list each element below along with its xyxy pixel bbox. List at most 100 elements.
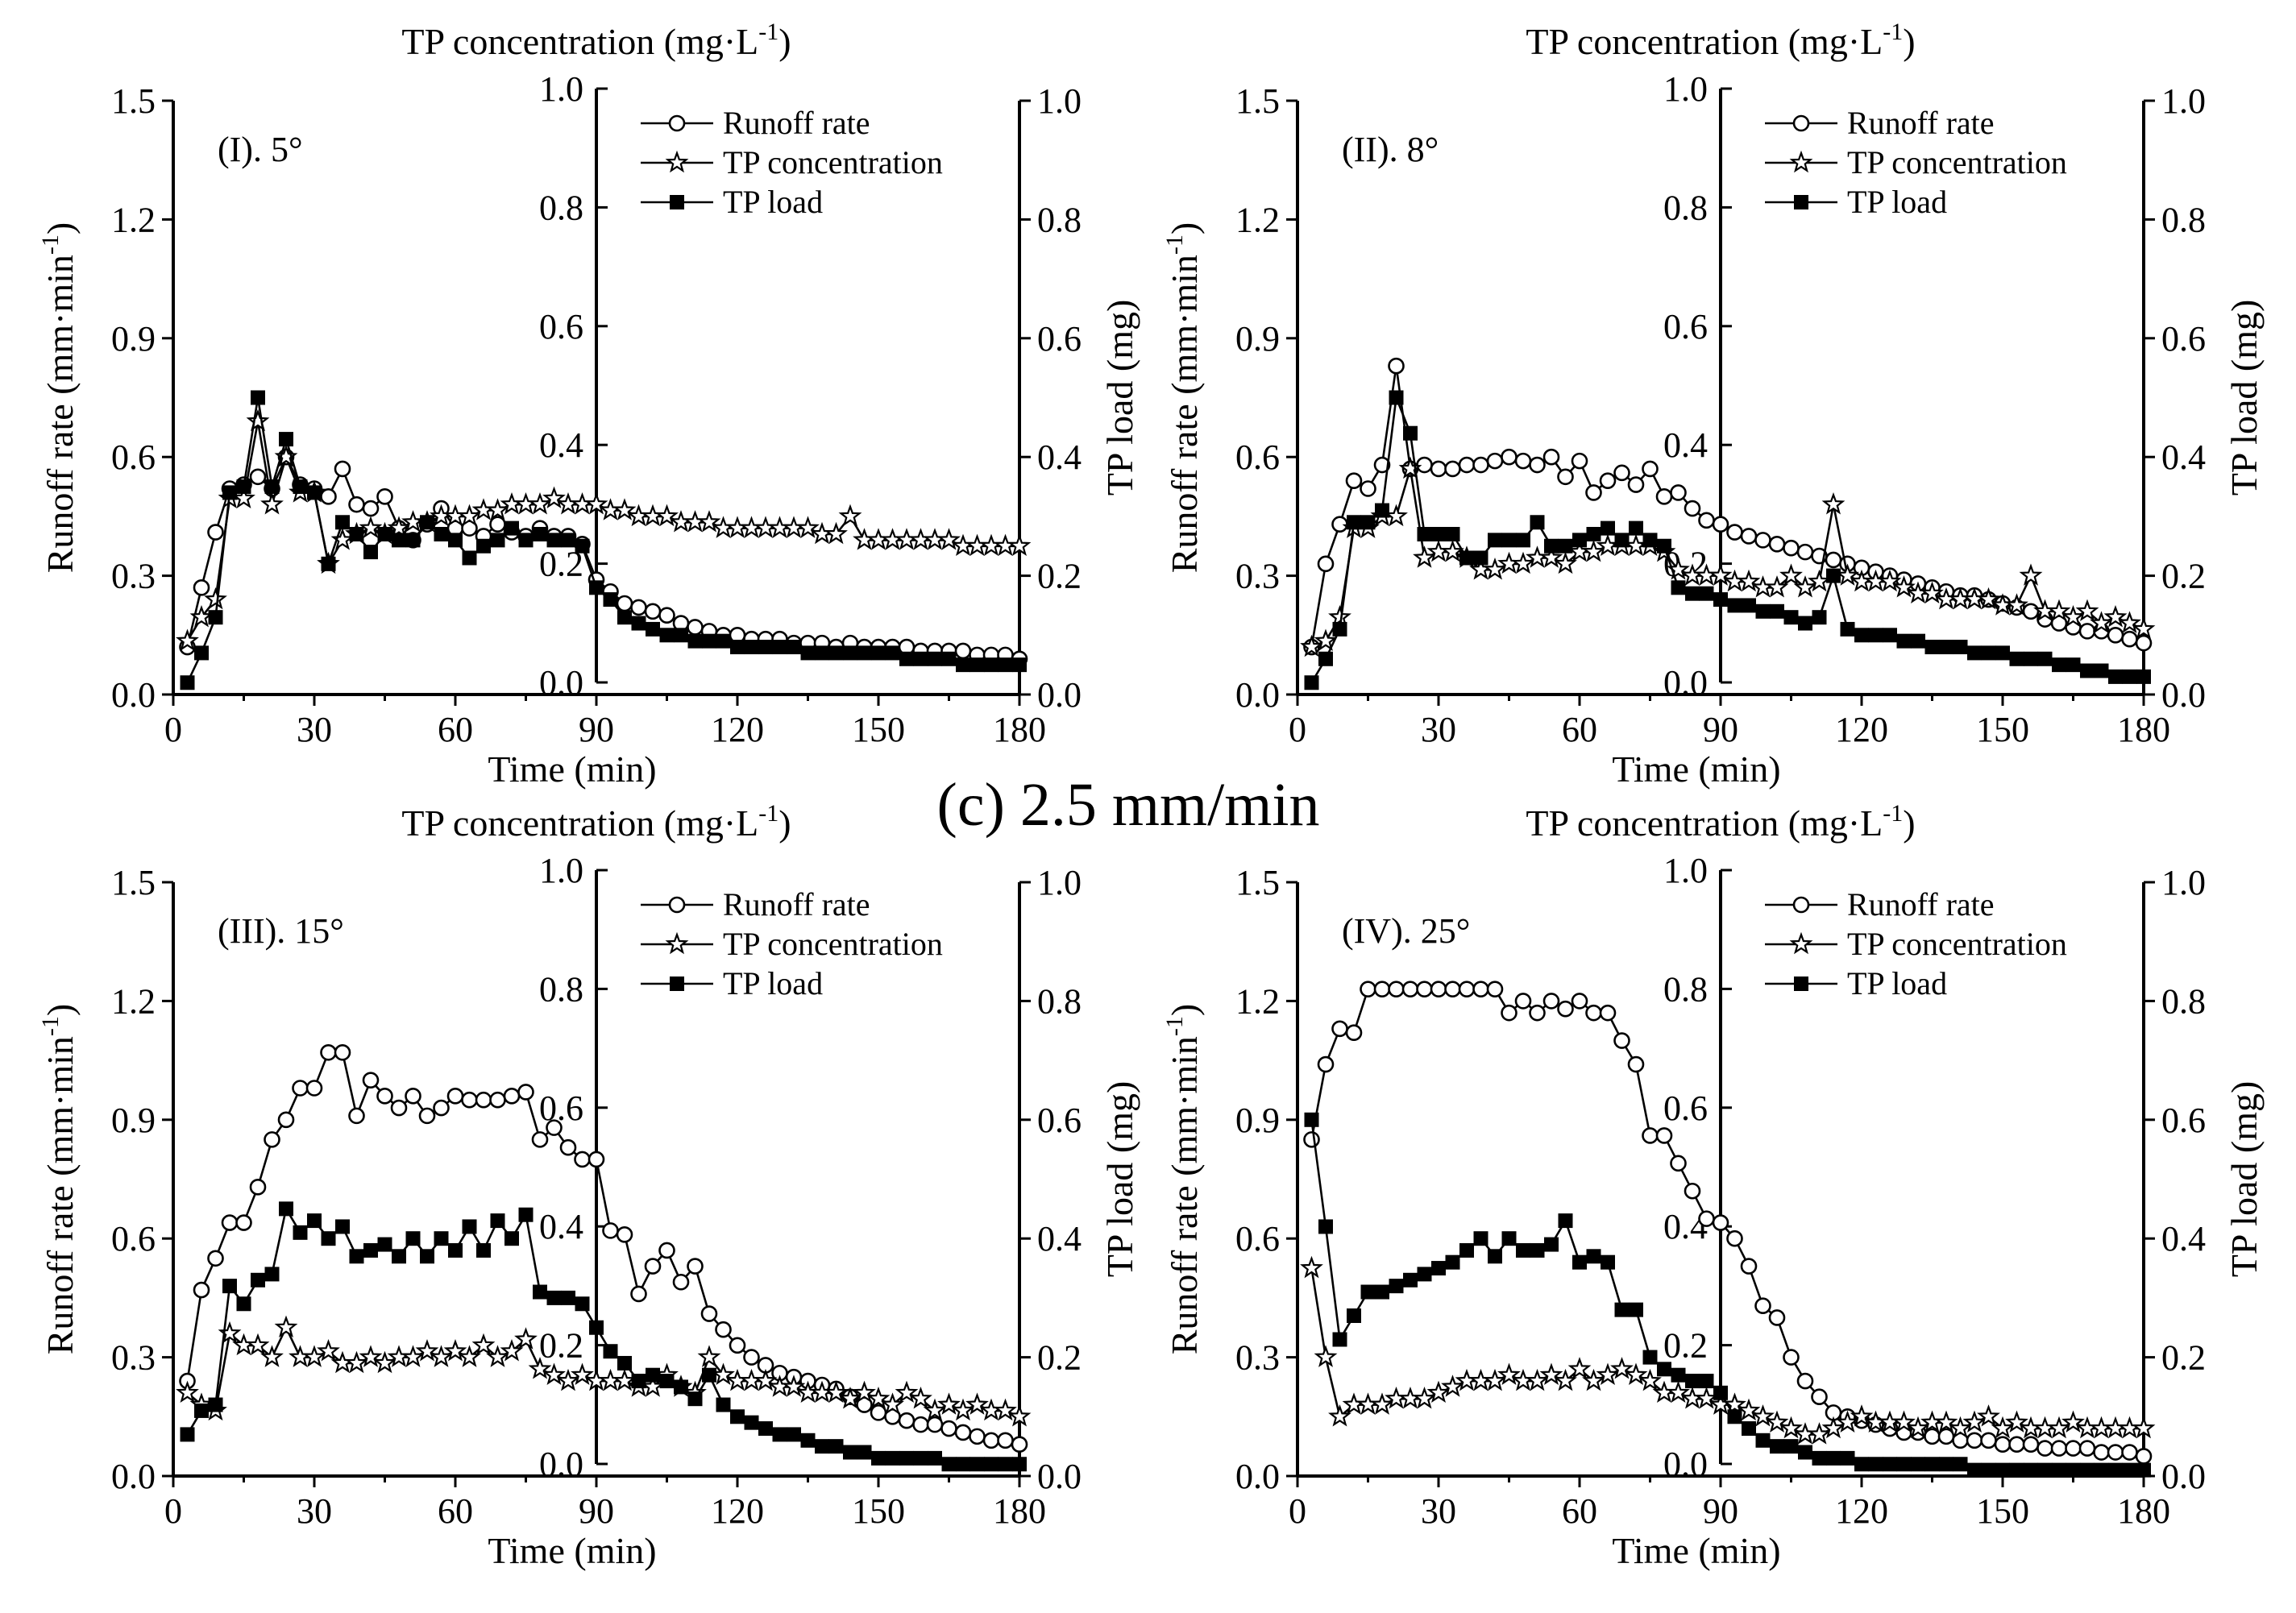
- data-point: [377, 527, 392, 542]
- data-point: [307, 1213, 322, 1229]
- data-point: [870, 1404, 887, 1421]
- data-point: [658, 1242, 675, 1259]
- data-point: [458, 504, 481, 527]
- data-point: [1599, 1004, 1617, 1022]
- x-axis-title: Time (min): [488, 748, 656, 790]
- data-point: [1488, 1249, 1502, 1264]
- left-y-tick-label: 0.0: [111, 675, 156, 715]
- data-point: [1953, 1457, 1968, 1472]
- data-point: [630, 1285, 647, 1303]
- data-point: [1328, 1404, 1351, 1427]
- data-point: [335, 515, 350, 530]
- data-point: [305, 1080, 323, 1097]
- series-tp-load: [180, 390, 1027, 690]
- x-tick-label: 0: [1289, 1491, 1306, 1531]
- x-tick-label: 90: [1703, 1491, 1738, 1531]
- data-point: [1821, 1416, 1846, 1439]
- data-point: [1314, 1345, 1338, 1367]
- data-point: [1472, 981, 1489, 997]
- data-point: [1924, 640, 1940, 655]
- data-point: [2050, 1440, 2068, 1457]
- right-axis-title: TP load (mg): [1099, 300, 1140, 496]
- data-point: [1655, 1127, 1673, 1144]
- left-y-tick-label: 0.9: [111, 319, 156, 359]
- data-point: [956, 657, 970, 673]
- legend-marker: [1792, 896, 1810, 914]
- data-point: [349, 1249, 364, 1264]
- data-point: [1754, 1297, 1771, 1315]
- data-point: [1403, 425, 1418, 441]
- legend-marker: [1789, 931, 1813, 955]
- data-point: [1514, 993, 1532, 1010]
- data-point: [744, 640, 759, 655]
- x-tick-label: 60: [438, 1491, 473, 1531]
- data-point: [462, 1219, 477, 1234]
- data-point: [838, 1387, 862, 1409]
- data-point: [1373, 456, 1391, 474]
- right-y-tick-label: 1.0: [1037, 863, 1082, 902]
- data-point: [533, 1284, 547, 1300]
- data-point: [1544, 1237, 1559, 1252]
- data-point: [1441, 539, 1464, 562]
- data-point: [912, 1416, 929, 1433]
- legend-label: Runoff rate: [1847, 105, 1995, 141]
- legend-marker: [1794, 977, 1808, 991]
- data-point: [1825, 551, 1842, 569]
- data-point: [782, 1375, 806, 1397]
- data-point: [251, 1272, 265, 1287]
- data-point: [2078, 623, 2096, 640]
- data-point: [969, 657, 985, 673]
- data-point: [1770, 1439, 1784, 1454]
- data-point: [1727, 1409, 1742, 1424]
- data-point: [1529, 456, 1546, 474]
- data-point: [345, 1350, 368, 1374]
- data-point: [1529, 1004, 1546, 1022]
- mid-y-tick-label: 0.6: [539, 307, 583, 346]
- data-point: [1558, 538, 1573, 554]
- data-point: [772, 640, 787, 655]
- data-point: [1557, 468, 1574, 486]
- data-point: [1796, 543, 1814, 561]
- mid-y-tick-label: 0.0: [539, 663, 583, 703]
- legend-marker: [668, 114, 686, 132]
- data-point: [602, 1222, 619, 1239]
- data-point: [2052, 1462, 2066, 1478]
- data-point: [2066, 1462, 2081, 1478]
- data-point: [1779, 1416, 1803, 1439]
- data-point: [1892, 575, 1916, 598]
- data-point: [194, 645, 209, 661]
- right-y-tick-label: 1.0: [2161, 81, 2206, 121]
- legend-label: Runoff rate: [723, 886, 870, 923]
- data-point: [2090, 611, 2113, 633]
- data-point: [729, 1337, 746, 1354]
- data-point: [2132, 1416, 2156, 1439]
- data-point: [335, 1219, 350, 1234]
- data-point: [969, 1428, 986, 1445]
- right-y-tick-label: 0.6: [2161, 1101, 2206, 1140]
- data-point: [1670, 484, 1687, 501]
- data-point: [617, 610, 632, 625]
- data-point: [307, 485, 322, 500]
- data-point: [1360, 480, 1376, 497]
- left-y-tick-label: 0.3: [111, 1338, 156, 1378]
- data-point: [471, 1333, 496, 1356]
- data-point: [1459, 550, 1474, 566]
- mid-y-tick-label: 0.0: [539, 1445, 583, 1484]
- data-point: [871, 645, 886, 661]
- data-point: [700, 1305, 718, 1322]
- data-point: [1458, 981, 1476, 997]
- right-y-tick-label: 0.4: [2161, 1219, 2206, 1258]
- data-point: [1685, 586, 1700, 601]
- data-point: [1977, 1404, 2000, 1427]
- data-point: [1530, 1242, 1545, 1258]
- data-point: [1783, 1349, 1800, 1366]
- data-point: [1981, 645, 1996, 661]
- legend-label: Runoff rate: [1847, 886, 1995, 923]
- data-point: [1375, 1284, 1389, 1300]
- x-tick-label: 180: [993, 710, 1046, 749]
- data-point: [2037, 651, 2053, 666]
- data-point: [1601, 520, 1615, 536]
- data-point: [1571, 452, 1588, 470]
- data-point: [853, 1380, 876, 1404]
- right-y-tick-label: 0.4: [1037, 437, 1082, 477]
